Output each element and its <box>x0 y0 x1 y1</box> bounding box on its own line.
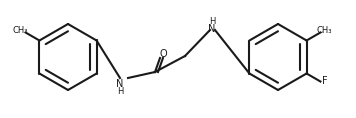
Text: F: F <box>321 76 327 86</box>
Text: CH₃: CH₃ <box>317 26 332 35</box>
Text: N: N <box>208 24 216 34</box>
Text: O: O <box>159 49 167 59</box>
Text: H: H <box>209 17 215 27</box>
Text: N: N <box>116 79 124 89</box>
Text: H: H <box>117 86 123 95</box>
Text: CH₃: CH₃ <box>13 26 28 35</box>
